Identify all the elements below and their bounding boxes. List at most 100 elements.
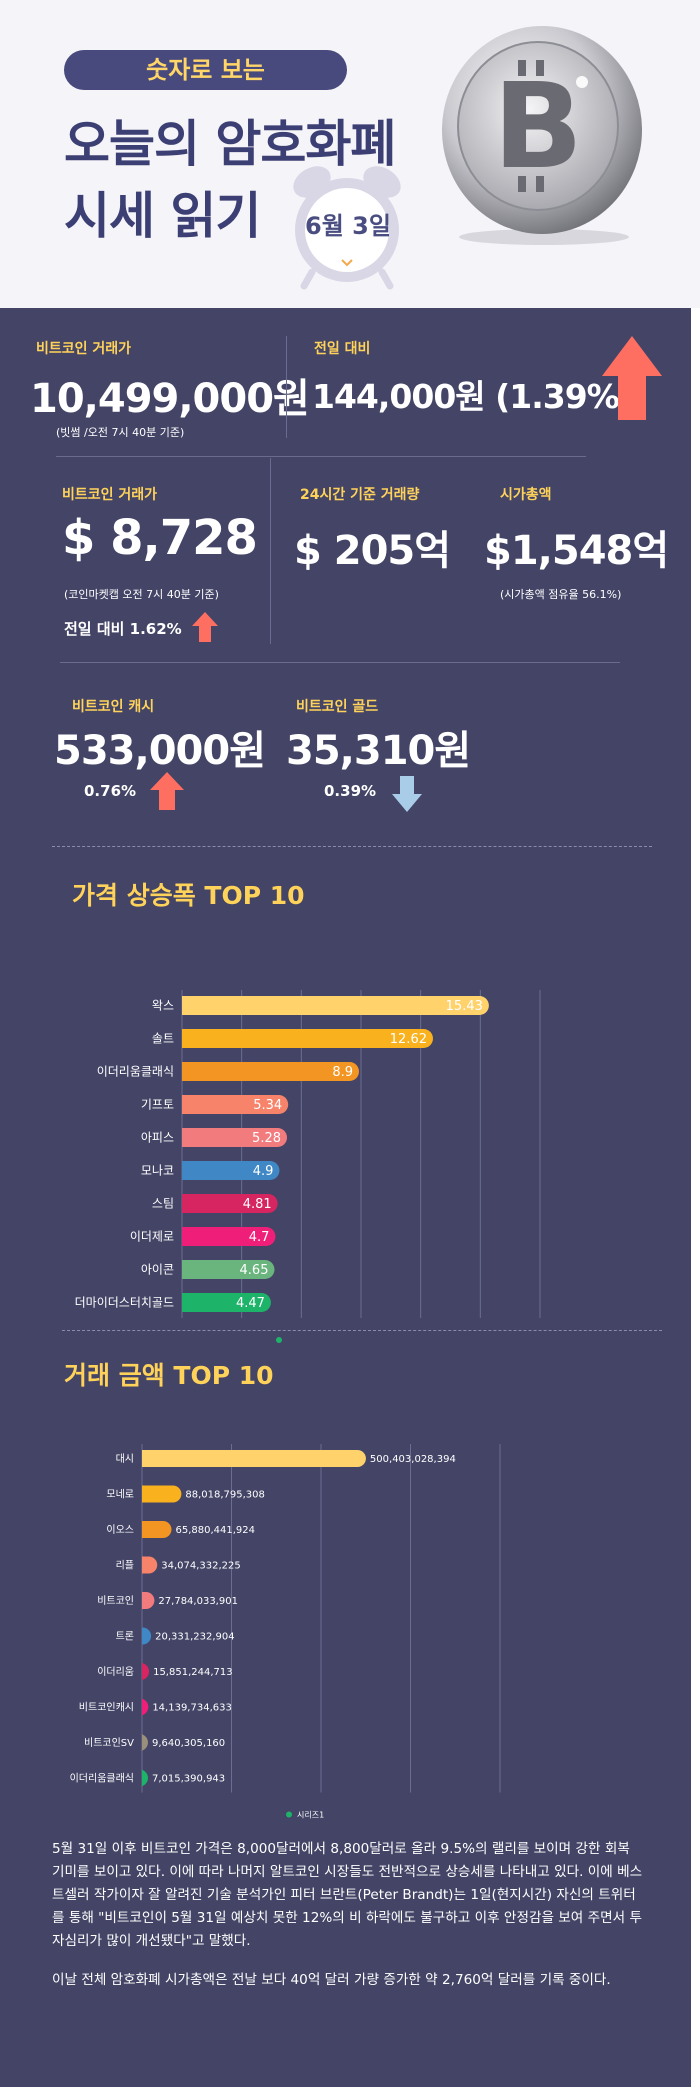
bar xyxy=(182,1194,278,1213)
data-label: 8.9 xyxy=(332,1065,353,1080)
header: 숫자로 보는 오늘의 암호화폐 시세 읽기 6월 3일 B xyxy=(0,0,700,308)
bar xyxy=(140,1663,150,1680)
bitcoin-coin-icon: B xyxy=(442,26,642,245)
header-badge: 숫자로 보는 xyxy=(64,50,347,90)
data-label: 20,331,232,904 xyxy=(155,1631,235,1642)
bch-change: 0.76% xyxy=(84,782,137,800)
trade-volume-chart: 대시 500,403,028,394 모네로 88,018,795,308 이오스 65,… xyxy=(70,1444,501,1820)
legend-label: 시리즈1 xyxy=(297,1811,324,1820)
bar xyxy=(142,1556,158,1574)
bar xyxy=(139,1734,148,1751)
down-arrow-icon xyxy=(392,776,422,812)
market-cap-label: 시가총액 xyxy=(500,487,552,503)
category-label: 이더리움클래식 xyxy=(70,1772,134,1784)
bar xyxy=(182,1227,276,1246)
data-label: 4.7 xyxy=(249,1230,270,1245)
btc-usd-label: 비트코인 거래가 xyxy=(62,487,158,503)
bch-label: 비트코인 캐시 xyxy=(72,699,155,715)
bar xyxy=(142,1521,172,1538)
svg-text:B: B xyxy=(493,57,583,195)
bch-value: 533,000원 xyxy=(54,728,266,774)
btc-krw-note: (빗썸 /오전 7시 40분 기준) xyxy=(56,426,185,439)
bar xyxy=(182,1029,433,1048)
bar xyxy=(139,1769,148,1787)
volume-24h-value: $ 205억 xyxy=(294,528,451,574)
btc-usd-value: $ 8,728 xyxy=(62,510,258,566)
market-cap-value: $1,548억 xyxy=(484,528,669,574)
up-arrow-icon xyxy=(192,612,218,642)
category-label: 아피스 xyxy=(141,1131,174,1145)
data-label: 5.34 xyxy=(253,1098,282,1113)
category-label: 왁스 xyxy=(152,999,174,1013)
article-paragraph-1: 5월 31일 이후 비트코인 가격은 8,000달러에서 8,800달러로 올라… xyxy=(52,1841,643,1949)
data-label: 4.9 xyxy=(253,1164,274,1179)
category-label: 이더리움 xyxy=(97,1666,134,1678)
category-label: 대시 xyxy=(116,1453,134,1465)
chart1-title: 가격 상승폭 TOP 10 xyxy=(72,881,305,910)
category-label: 트론 xyxy=(116,1630,134,1642)
data-label: 12.62 xyxy=(390,1032,427,1047)
bar xyxy=(182,1128,288,1147)
stats-section: 비트코인 거래가 10,499,000원 (빗썸 /오전 7시 40분 기준) … xyxy=(0,308,700,2087)
data-label: 4.81 xyxy=(243,1197,272,1212)
data-label: 4.65 xyxy=(240,1263,269,1278)
bar xyxy=(139,1698,149,1716)
market-cap-note: (시가총액 점유율 56.1%) xyxy=(500,588,622,601)
page-title-line2: 시세 읽기 xyxy=(64,187,261,245)
category-label: 이더리움클래식 xyxy=(97,1065,174,1079)
date-label: 6월 3일 xyxy=(305,212,391,240)
category-label: 더마이더스터치골드 xyxy=(75,1296,174,1310)
category-label: 비트코인SV xyxy=(84,1737,134,1749)
category-label: 모네로 xyxy=(106,1488,134,1500)
category-label: 이오스 xyxy=(106,1524,134,1536)
data-label: 27,784,033,901 xyxy=(158,1596,238,1607)
bar xyxy=(182,996,489,1015)
data-label: 34,074,332,225 xyxy=(161,1560,241,1571)
bar xyxy=(142,1450,366,1467)
data-label: 9,640,305,160 xyxy=(152,1738,225,1749)
data-label: 88,018,795,308 xyxy=(185,1489,265,1500)
article-paragraph-2: 이날 전체 암호화폐 시가총액은 전날 보다 40억 달러 가량 증가한 약 2… xyxy=(52,1972,611,1988)
category-label: 모나코 xyxy=(141,1164,174,1178)
data-label: 4.47 xyxy=(236,1296,265,1311)
btg-value: 35,310원 xyxy=(286,728,471,774)
up-arrow-icon xyxy=(602,336,662,420)
chart2-title: 거래 금액 TOP 10 xyxy=(64,1361,274,1390)
btc-usd-change: 전일 대비 1.62% xyxy=(64,620,182,638)
bar xyxy=(142,1485,182,1503)
btc-krw-label: 비트코인 거래가 xyxy=(36,341,132,357)
page-title-line1: 오늘의 암호화폐 xyxy=(64,115,396,173)
btg-label: 비트코인 골드 xyxy=(296,699,379,715)
prev-day-label: 전일 대비 xyxy=(314,341,371,357)
data-label: 15.43 xyxy=(446,999,483,1014)
data-label: 5.28 xyxy=(252,1131,281,1146)
legend-dot-icon xyxy=(276,1337,282,1343)
category-label: 이더제로 xyxy=(130,1230,174,1244)
data-label: 15,851,244,713 xyxy=(153,1667,233,1678)
data-label: 500,403,028,394 xyxy=(370,1454,456,1465)
bar xyxy=(182,1293,271,1312)
prev-day-value: 144,000원 (1.39%) xyxy=(312,377,634,416)
alarm-clock-icon xyxy=(293,166,401,290)
category-label: 기프토 xyxy=(141,1098,174,1112)
btc-krw-value: 10,499,000원 xyxy=(30,376,310,422)
price-rise-chart: 왁스 15.43 솔트 12.62 이더리움클래식 8.9 기프토 5.34 아피스 5.28 모나… xyxy=(75,990,541,1343)
volume-24h-label: 24시간 기준 거래량 xyxy=(300,487,420,503)
data-label: 65,880,441,924 xyxy=(175,1525,255,1536)
bar xyxy=(182,1095,289,1114)
data-label: 14,139,734,633 xyxy=(152,1702,232,1713)
bar xyxy=(182,1161,280,1180)
bar xyxy=(182,1062,360,1081)
category-label: 솔트 xyxy=(152,1032,174,1046)
data-label: 7,015,390,943 xyxy=(152,1773,225,1784)
up-arrow-icon xyxy=(150,772,184,810)
bar xyxy=(142,1627,152,1645)
btg-change: 0.39% xyxy=(324,782,377,800)
category-label: 스팀 xyxy=(152,1197,174,1211)
bar xyxy=(142,1592,155,1609)
bar xyxy=(182,1260,275,1279)
category-label: 비트코인캐시 xyxy=(79,1701,134,1713)
category-label: 아이콘 xyxy=(141,1263,174,1277)
legend-dot-icon xyxy=(286,1811,292,1818)
category-label: 비트코인 xyxy=(97,1595,134,1607)
